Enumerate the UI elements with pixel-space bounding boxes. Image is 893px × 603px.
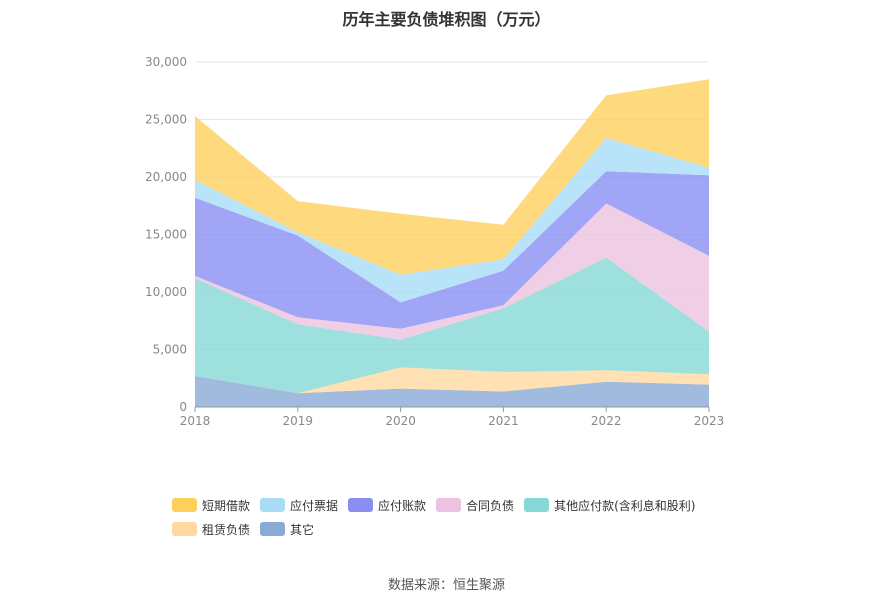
y-tick-label: 0 [179, 400, 187, 414]
legend-item[interactable]: 其它 [260, 521, 314, 538]
legend-swatch [172, 498, 197, 512]
y-tick-label: 20,000 [145, 170, 187, 184]
x-tick-label: 2019 [283, 414, 314, 428]
x-tick-label: 2023 [694, 414, 725, 428]
chart-legend: 短期借款 应付票据 应付账款 合同负债 其他应付款(含利息和股利) 租赁负债 其它 [172, 495, 752, 543]
legend-item[interactable]: 合同负债 [436, 497, 514, 514]
legend-item[interactable]: 其他应付款(含利息和股利) [524, 497, 695, 514]
legend-swatch [348, 498, 374, 512]
stacked-area-chart: 0 5,000 10,000 15,000 20,000 25,000 30,000 2018… [145, 55, 725, 428]
x-tick-label: 2020 [385, 414, 416, 428]
legend-swatch [436, 498, 462, 512]
legend-item[interactable]: 应付账款 [348, 497, 426, 514]
y-tick-label: 25,000 [145, 113, 187, 127]
area-series [195, 257, 709, 394]
legend-item[interactable]: 短期借款 [172, 497, 250, 514]
x-tick-label: 2018 [180, 414, 211, 428]
chart-title: 历年主要负债堆积图（万元） [342, 10, 551, 29]
x-tick-label: 2022 [591, 414, 622, 428]
legend-label: 其他应付款(含利息和股利) [554, 498, 696, 513]
legend-item[interactable]: 应付票据 [260, 497, 338, 514]
y-tick-label: 15,000 [145, 228, 187, 242]
legend-label: 应付票据 [290, 498, 339, 513]
y-tick-label: 5,000 [153, 343, 187, 357]
legend-swatch [260, 498, 286, 512]
area-series [195, 171, 709, 329]
data-source: 数据来源：恒生聚源 [387, 578, 505, 593]
legend-item[interactable]: 租赁负债 [172, 521, 250, 538]
area-series [195, 79, 709, 275]
legend-swatch [260, 522, 286, 536]
x-tick-label: 2021 [488, 414, 519, 428]
legend-label: 合同负债 [466, 498, 515, 513]
y-tick-label: 30,000 [145, 55, 187, 69]
legend-label: 租赁负债 [202, 522, 251, 537]
legend-label: 应付账款 [378, 498, 427, 513]
area-series [195, 367, 709, 394]
legend-swatch [524, 498, 550, 512]
legend-label: 其它 [290, 522, 315, 537]
area-series [195, 375, 709, 407]
y-tick-label: 10,000 [145, 285, 187, 299]
legend-label: 短期借款 [202, 498, 251, 513]
area-series [195, 203, 709, 340]
area-series [195, 137, 709, 303]
legend-swatch [172, 522, 197, 536]
